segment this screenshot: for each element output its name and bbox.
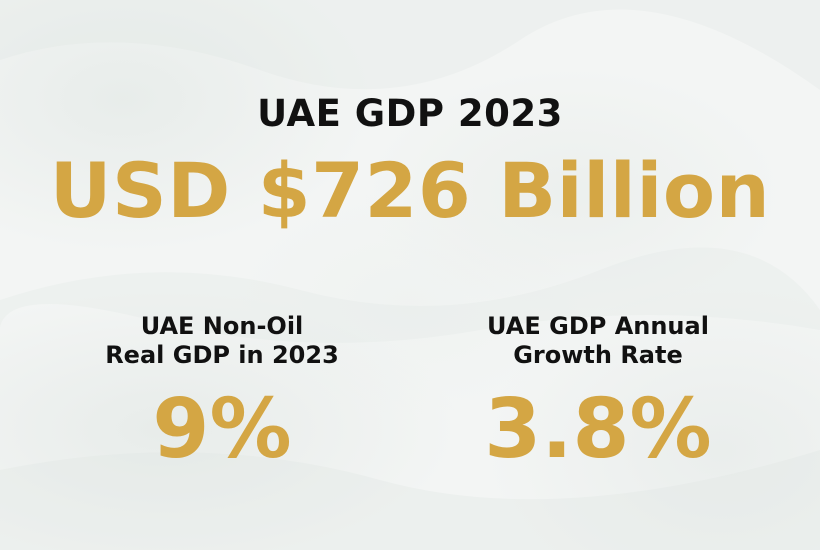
stat-label-line2: Growth Rate	[513, 341, 683, 369]
stat-non-oil-gdp: UAE Non-Oil Real GDP in 2023 9%	[72, 312, 372, 478]
stat-value: 9%	[152, 382, 292, 477]
stat-label: UAE Non-Oil Real GDP in 2023	[72, 312, 372, 370]
stat-value: 3.8%	[484, 382, 712, 477]
stat-label-line2: Real GDP in 2023	[105, 341, 339, 369]
stat-label-line1: UAE Non-Oil	[140, 312, 304, 340]
gdp-headline-value: USD $726 Billion	[49, 146, 771, 235]
stat-annual-growth-rate: UAE GDP Annual Growth Rate 3.8%	[448, 312, 748, 478]
stat-label: UAE GDP Annual Growth Rate	[448, 312, 748, 370]
stat-label-line1: UAE GDP Annual	[487, 312, 709, 340]
page-title: UAE GDP 2023	[257, 92, 563, 135]
